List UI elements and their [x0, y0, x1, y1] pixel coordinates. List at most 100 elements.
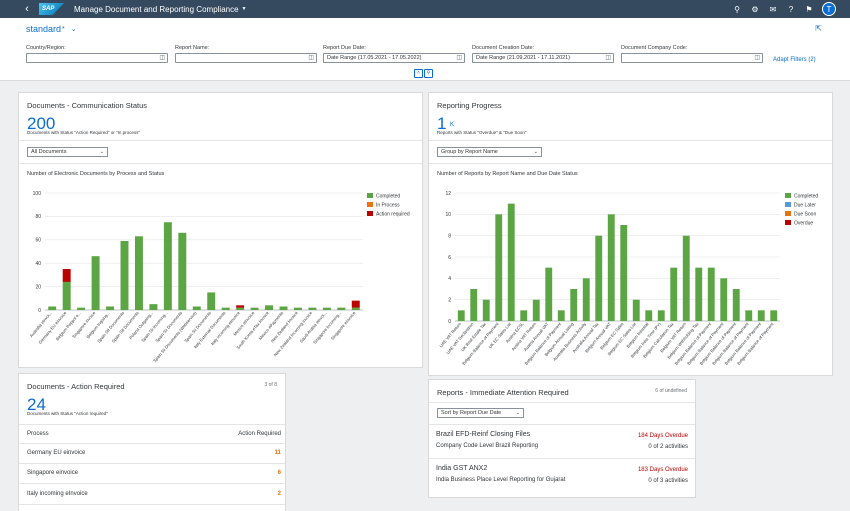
bar-completed [607, 214, 615, 321]
legend-swatch [785, 202, 791, 207]
legend-label: Completed [794, 194, 818, 200]
document-filter-select[interactable]: All Documents ⌄ [27, 147, 108, 157]
filter-report-due-date: Report Due Date: Date Range (17.05.2021 … [323, 45, 465, 63]
bar-completed [570, 289, 578, 321]
table-row[interactable]: Germany EU einvoice 11 [19, 444, 285, 464]
table-row[interactable]: Italy incoming eInvoice 2 [19, 485, 285, 505]
y-tick-label: 2 [448, 297, 451, 303]
expand-header-icon[interactable]: ⇱ [815, 24, 822, 33]
help-icon[interactable]: ? [788, 4, 794, 14]
value-help-icon[interactable]: ◫ [308, 55, 314, 61]
feedback-icon[interactable]: ✉ [769, 4, 777, 14]
bar-completed [645, 310, 653, 321]
bar-completed [582, 278, 590, 321]
filter-report-due-date-label: Report Due Date: [323, 45, 366, 51]
activities-count: 0 of 3 activities [648, 478, 688, 484]
legend-label: Due Later [794, 203, 816, 209]
kpi-subtitle: Reports with Status "Overdue" & "Due Soo… [437, 130, 527, 135]
list-item[interactable]: Brazil EFD-Reinf Closing Files Company C… [429, 428, 695, 456]
bar-completed [482, 299, 490, 321]
card-immediate-attention[interactable]: Reports - Immediate Attention Required 6… [429, 380, 695, 497]
bar-completed [632, 299, 640, 321]
select-value: Sort by Report Due Date [441, 410, 502, 416]
bar-completed [178, 232, 187, 310]
bar-completed [557, 310, 565, 321]
card-title: Reporting Progress [437, 101, 502, 110]
legend-label: Action required [376, 212, 410, 218]
bar-completed [495, 214, 503, 321]
card-title: Documents - Communication Status [27, 101, 148, 110]
bar-completed [682, 235, 690, 321]
legend-swatch [367, 202, 373, 207]
list-item[interactable]: India GST ANX2 India Business Place Leve… [429, 462, 695, 490]
bar-completed [620, 225, 628, 321]
bar-completed [695, 267, 703, 321]
app-title-menu[interactable]: Manage Document and Reporting Compliance… [74, 5, 247, 14]
bar-completed [192, 306, 201, 310]
document-company-code-input[interactable]: ◫ [621, 53, 763, 63]
chevron-down-icon: ⌄ [533, 149, 538, 155]
divider [429, 424, 695, 425]
column-header-action: Action Required [238, 431, 281, 437]
card-title: Reports - Immediate Attention Required [437, 388, 569, 397]
value-help-icon[interactable]: ◫ [159, 55, 165, 61]
filter-document-creation-date-label: Document Creation Date: [472, 45, 535, 51]
bar-completed [62, 281, 71, 310]
action-count: 11 [274, 450, 281, 456]
collapse-header-icon[interactable]: ˄ [414, 69, 423, 78]
value-help-icon[interactable]: ◫ [754, 55, 760, 61]
divider [429, 458, 695, 459]
bar-completed [120, 240, 129, 310]
variant-management[interactable]: standard * ⌄ [26, 24, 77, 34]
chevron-down-icon: ⌄ [515, 410, 520, 416]
assistant-icon[interactable]: ⚙ [751, 4, 759, 14]
sap-logo[interactable]: SAP [39, 3, 64, 15]
bar-completed [707, 267, 715, 321]
bar-completed [207, 292, 216, 310]
notifications-icon[interactable]: ⚑ [805, 4, 813, 14]
card-reporting-progress[interactable]: Reporting Progress 1 K Reports with Stat… [429, 93, 832, 375]
y-tick-label: 6 [448, 255, 451, 261]
bar-completed [337, 307, 346, 310]
bar-completed [163, 222, 172, 310]
y-tick-label: 0 [448, 319, 451, 325]
table-row[interactable]: Singapore einvoice 6 [19, 464, 285, 484]
report-due-date-value: Date Range (17.05.2021 - 17.05.2022) [327, 55, 422, 61]
bar-completed [520, 310, 528, 321]
y-tick-label: 60 [35, 238, 41, 244]
group-by-select[interactable]: Group by Report Name ⌄ [437, 147, 542, 157]
legend-swatch [785, 220, 791, 225]
pin-header-icon[interactable]: ⚲ [424, 69, 433, 78]
value-help-icon[interactable]: ◫ [605, 55, 611, 61]
bar-completed [351, 307, 360, 310]
report-name-input[interactable]: ◫ [175, 53, 317, 63]
activities-count: 0 of 2 activities [648, 444, 688, 450]
bar-completed [595, 235, 603, 321]
bar-completed [745, 310, 753, 321]
value-help-icon[interactable]: ◫ [456, 55, 462, 61]
sort-select[interactable]: Sort by Report Due Date ⌄ [437, 408, 524, 418]
bar-completed [308, 307, 317, 310]
bar-completed [545, 267, 553, 321]
app-title: Manage Document and Reporting Compliance [74, 4, 239, 14]
process-name: Germany EU einvoice [27, 450, 86, 456]
adapt-filters-button[interactable]: Adapt Filters (2) [773, 57, 816, 63]
filter-country: Country/Region: ◫ [26, 45, 168, 63]
country-input[interactable]: ◫ [26, 53, 168, 63]
back-icon[interactable]: ‹ [25, 3, 29, 15]
card-communication-status[interactable]: Documents - Communication Status 200 Doc… [19, 93, 422, 367]
avatar[interactable]: T [822, 2, 836, 16]
bar-action-required [62, 269, 71, 282]
legend-swatch [367, 193, 373, 198]
card-action-required[interactable]: Documents - Action Required 3 of 8 24 Do… [19, 374, 285, 511]
y-tick-label: 80 [35, 214, 41, 220]
bar-completed [134, 236, 143, 310]
y-tick-label: 12 [445, 191, 451, 197]
report-due-date-input[interactable]: Date Range (17.05.2021 - 17.05.2022) ◫ [323, 53, 465, 63]
select-value: All Documents [31, 149, 67, 155]
search-icon[interactable]: ⚲ [734, 4, 740, 14]
document-creation-date-value: Date Range (21.09.2021 - 17.11.2021) [476, 55, 571, 61]
document-creation-date-input[interactable]: Date Range (21.09.2021 - 17.11.2021) ◫ [472, 53, 614, 63]
